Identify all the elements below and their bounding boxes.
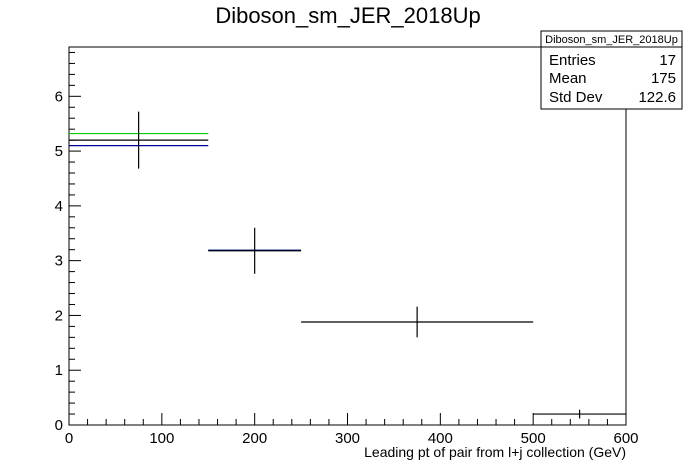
stats-stddev-label: Std Dev bbox=[549, 89, 603, 106]
stats-box-title: Diboson_sm_JER_2018Up bbox=[545, 34, 678, 46]
y-tick-label: 1 bbox=[55, 362, 63, 379]
x-tick-label: 600 bbox=[613, 430, 638, 447]
y-tick-label: 3 bbox=[55, 253, 63, 270]
data-points bbox=[69, 111, 626, 419]
stats-entries-value: 17 bbox=[659, 52, 676, 69]
y-tick-label: 0 bbox=[55, 417, 63, 434]
y-tick-label: 4 bbox=[55, 198, 63, 215]
x-tick-label: 400 bbox=[428, 430, 453, 447]
x-tick-label: 200 bbox=[242, 430, 267, 447]
y-tick-label: 2 bbox=[55, 307, 63, 324]
x-tick-label: 100 bbox=[149, 430, 174, 447]
y-tick-label: 6 bbox=[55, 88, 63, 105]
variation-lines bbox=[69, 132, 302, 251]
y-tick-label: 5 bbox=[55, 143, 63, 160]
stats-stddev-value: 122.6 bbox=[638, 89, 676, 106]
x-axis-title: Leading pt of pair from l+j collection (… bbox=[364, 444, 626, 460]
x-tick-label: 0 bbox=[65, 430, 73, 447]
chart-title: Diboson_sm_JER_2018Up bbox=[215, 3, 480, 28]
axes: 0 100 200 300 400 500 600 0 1 2 3 4 5 6 bbox=[55, 51, 639, 447]
stats-entries-label: Entries bbox=[549, 52, 596, 69]
stats-mean-label: Mean bbox=[549, 70, 587, 87]
x-tick-label: 300 bbox=[335, 430, 360, 447]
stats-box: Diboson_sm_JER_2018Up Entries 17 Mean 17… bbox=[540, 30, 683, 110]
stats-mean-value: 175 bbox=[651, 70, 676, 87]
x-tick-label: 500 bbox=[521, 430, 546, 447]
